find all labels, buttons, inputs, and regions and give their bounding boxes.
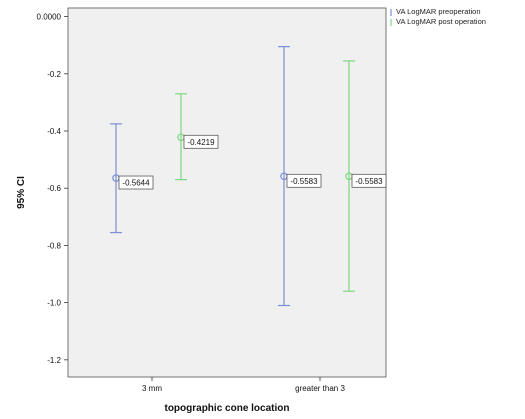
y-tick-label: -0.6 — [47, 184, 61, 193]
y-tick-label: -0.4 — [47, 127, 61, 136]
y-tick-label: -1.0 — [47, 299, 61, 308]
data-label: -0.5583 — [290, 177, 318, 186]
y-tick-label: -0.8 — [47, 241, 61, 250]
data-label: -0.4219 — [187, 138, 215, 147]
plot-area — [67, 7, 387, 378]
y-tick-label: -0.2 — [47, 70, 61, 79]
y-axis-title: 95% CI — [16, 176, 27, 209]
data-label-box — [286, 173, 322, 188]
data-label-box — [183, 134, 219, 149]
x-tick-label: greater than 3 — [295, 384, 345, 393]
legend-label: VA LogMAR preoperation — [396, 7, 481, 16]
y-tick-label: -1.2 — [47, 356, 61, 365]
data-label: -0.5583 — [355, 177, 383, 186]
data-label-box — [351, 173, 387, 188]
y-tick-label: 0.0000 — [37, 13, 62, 22]
x-tick-label: 3 mm — [142, 384, 162, 393]
data-label-box — [118, 175, 154, 190]
data-label: -0.5644 — [122, 179, 150, 188]
x-axis-title: topographic cone location — [164, 403, 289, 414]
legend-label: VA LogMAR post operation — [396, 17, 486, 26]
